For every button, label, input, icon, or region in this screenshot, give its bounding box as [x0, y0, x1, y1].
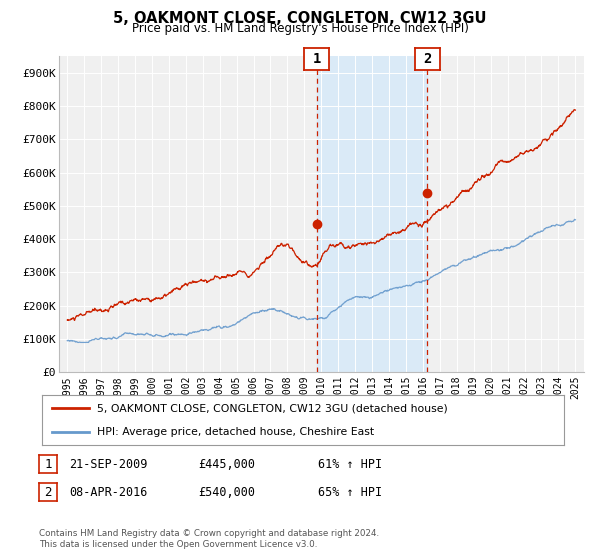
Text: This data is licensed under the Open Government Licence v3.0.: This data is licensed under the Open Gov… — [39, 540, 317, 549]
Text: 2: 2 — [423, 52, 431, 66]
Text: Contains HM Land Registry data © Crown copyright and database right 2024.: Contains HM Land Registry data © Crown c… — [39, 529, 379, 538]
Bar — [317, 56, 427, 372]
Text: 08-APR-2016: 08-APR-2016 — [69, 486, 148, 499]
Text: 2: 2 — [44, 486, 52, 499]
Text: 5, OAKMONT CLOSE, CONGLETON, CW12 3GU (detached house): 5, OAKMONT CLOSE, CONGLETON, CW12 3GU (d… — [97, 403, 448, 413]
Text: 1: 1 — [44, 458, 52, 471]
Text: HPI: Average price, detached house, Cheshire East: HPI: Average price, detached house, Ches… — [97, 427, 374, 437]
Text: 21-SEP-2009: 21-SEP-2009 — [69, 458, 148, 471]
Text: £445,000: £445,000 — [198, 458, 255, 471]
Text: £540,000: £540,000 — [198, 486, 255, 499]
Text: 1: 1 — [313, 52, 321, 66]
Text: 65% ↑ HPI: 65% ↑ HPI — [318, 486, 382, 499]
Text: 5, OAKMONT CLOSE, CONGLETON, CW12 3GU: 5, OAKMONT CLOSE, CONGLETON, CW12 3GU — [113, 11, 487, 26]
Text: Price paid vs. HM Land Registry's House Price Index (HPI): Price paid vs. HM Land Registry's House … — [131, 22, 469, 35]
Text: 61% ↑ HPI: 61% ↑ HPI — [318, 458, 382, 471]
